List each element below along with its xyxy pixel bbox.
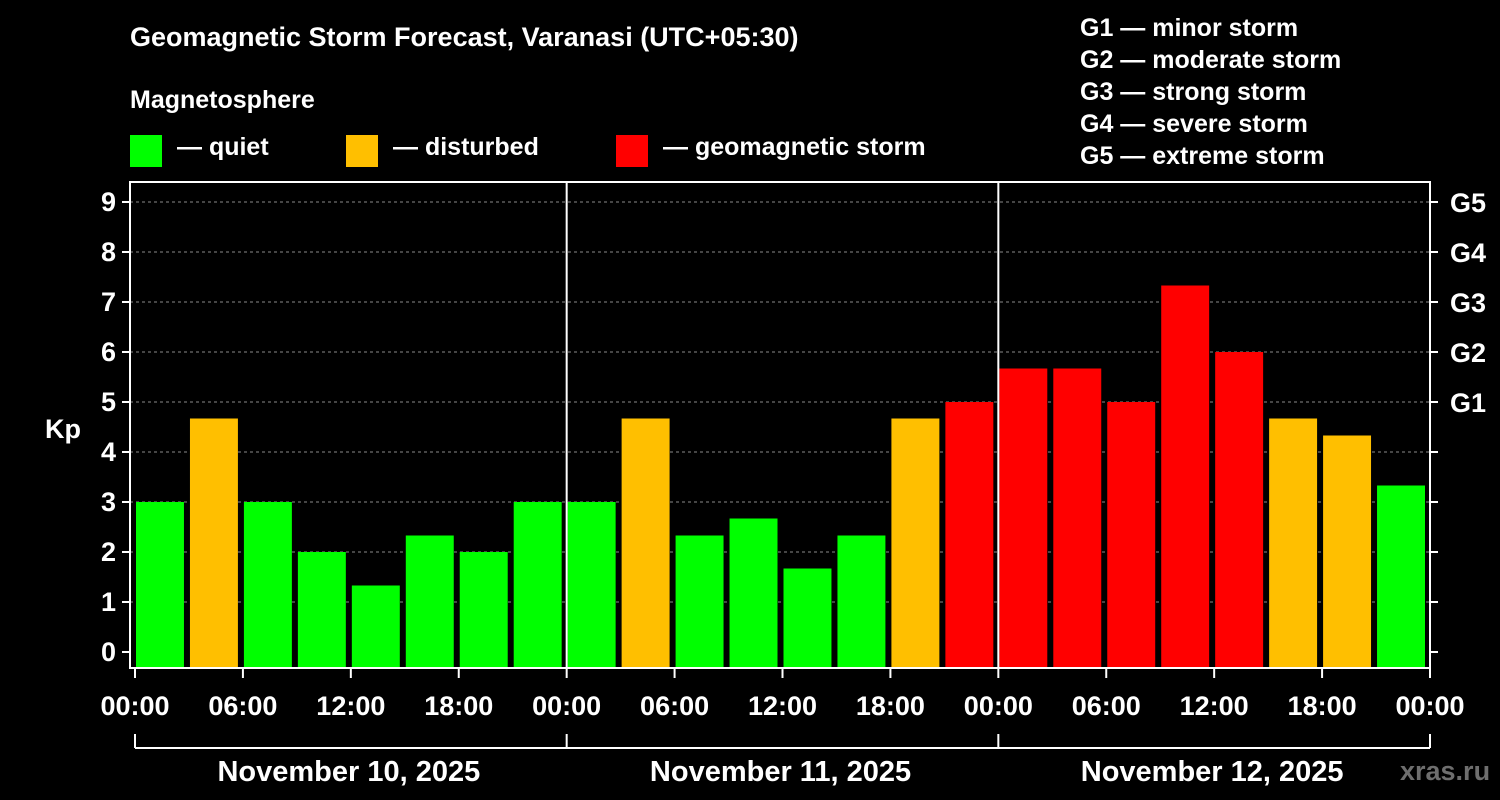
bar-3: [297, 552, 346, 668]
legend-swatch-quiet: [130, 135, 162, 167]
bar-1: [189, 418, 238, 668]
xtick-label-8: 00:00: [964, 691, 1033, 721]
bar-0: [136, 502, 184, 668]
chart-title: Geomagnetic Storm Forecast, Varanasi (UT…: [130, 22, 799, 52]
ytick-label-6: 6: [101, 337, 116, 367]
bar-4: [351, 585, 400, 668]
bar-20: [1215, 352, 1264, 668]
g-scale-g1: G1 — minor storm: [1080, 14, 1299, 42]
bar-9: [621, 418, 670, 668]
ytick-label-5: 5: [101, 387, 116, 417]
bar-14: [891, 418, 940, 668]
xtick-label-7: 18:00: [856, 691, 925, 721]
gtick-label-g4: G4: [1450, 238, 1486, 268]
ytick-label-1: 1: [101, 587, 116, 617]
xtick-label-3: 18:00: [424, 691, 493, 721]
legend-swatch-disturbed: [346, 135, 378, 167]
day-label-2: November 12, 2025: [1081, 756, 1344, 788]
xtick-label-12: 00:00: [1395, 691, 1464, 721]
xtick-label-4: 00:00: [532, 691, 601, 721]
ytick-label-3: 3: [101, 487, 116, 517]
bar-6: [459, 552, 508, 668]
bar-16: [999, 368, 1048, 668]
gtick-label-g3: G3: [1450, 288, 1486, 318]
bar-2: [243, 502, 292, 668]
legend-heading: Magnetosphere: [130, 86, 315, 114]
g-scale-g5: G5 — extreme storm: [1080, 142, 1325, 170]
ytick-label-7: 7: [101, 287, 116, 317]
bar-21: [1269, 418, 1318, 668]
g-scale-g2: G2 — moderate storm: [1080, 46, 1342, 74]
xtick-label-2: 12:00: [316, 691, 385, 721]
ytick-label-9: 9: [101, 187, 116, 217]
xtick-label-1: 06:00: [208, 691, 277, 721]
g-scale-g4: G4 — severe storm: [1080, 110, 1308, 138]
xtick-label-5: 06:00: [640, 691, 709, 721]
day-label-1: November 11, 2025: [650, 756, 911, 788]
xtick-label-9: 06:00: [1072, 691, 1141, 721]
bar-17: [1053, 368, 1102, 668]
bar-22: [1323, 435, 1372, 668]
bar-11: [729, 518, 778, 668]
bar-18: [1107, 402, 1156, 668]
legend-label-quiet: — quiet: [177, 133, 269, 161]
y-axis-label: Kp: [45, 414, 81, 444]
xtick-label-0: 00:00: [100, 691, 169, 721]
bar-13: [837, 535, 886, 668]
ytick-label-2: 2: [101, 537, 116, 567]
bar-7: [513, 502, 562, 668]
bar-10: [675, 535, 724, 668]
ytick-label-8: 8: [101, 237, 116, 267]
plot-frame: [129, 181, 1431, 669]
watermark: xras.ru: [1400, 756, 1491, 786]
bar-12: [783, 568, 832, 668]
xtick-label-10: 12:00: [1180, 691, 1249, 721]
bar-23: [1377, 485, 1425, 668]
day-label-0: November 10, 2025: [217, 756, 480, 788]
g-scale-g3: G3 — strong storm: [1080, 78, 1307, 106]
ytick-label-0: 0: [101, 637, 116, 667]
bar-15: [945, 402, 994, 668]
bar-5: [405, 535, 454, 668]
xtick-label-11: 18:00: [1288, 691, 1357, 721]
bar-8: [567, 502, 616, 668]
xtick-label-6: 12:00: [748, 691, 817, 721]
gtick-label-g5: G5: [1450, 188, 1486, 218]
ytick-label-4: 4: [101, 437, 116, 467]
legend-label-disturbed: — disturbed: [393, 133, 539, 161]
legend-label-storm: — geomagnetic storm: [663, 133, 926, 161]
gtick-label-g2: G2: [1450, 338, 1486, 368]
bar-19: [1161, 285, 1210, 668]
gtick-label-g1: G1: [1450, 388, 1486, 418]
legend-swatch-storm: [616, 135, 648, 167]
